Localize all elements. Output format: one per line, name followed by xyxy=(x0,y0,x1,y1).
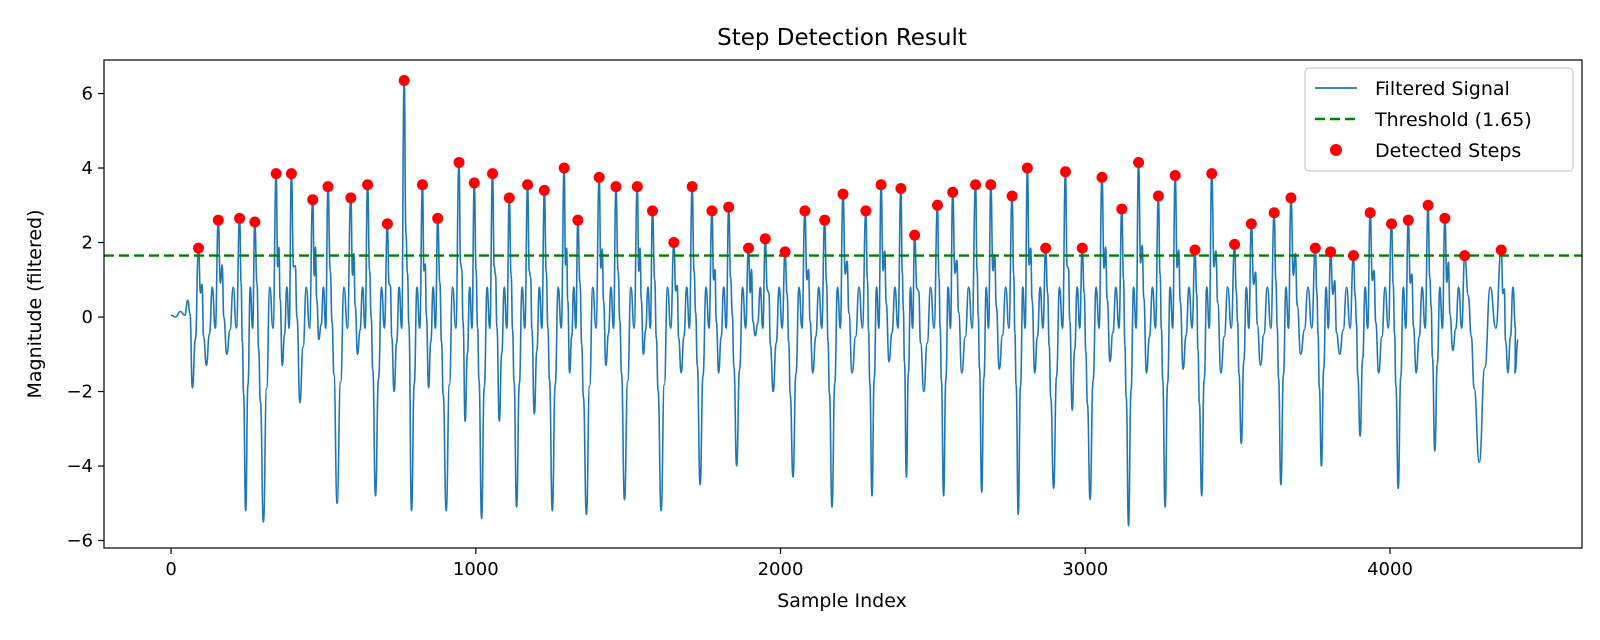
detected-step-point xyxy=(875,179,887,191)
detected-step-point xyxy=(1006,190,1018,202)
detected-step-point xyxy=(558,162,570,174)
detected-step-point xyxy=(759,233,771,245)
detected-step-point xyxy=(192,242,204,254)
detected-step-point xyxy=(212,214,224,226)
detected-step-point xyxy=(1245,218,1257,230)
x-tick-label: 3000 xyxy=(1062,559,1108,580)
detected-step-point xyxy=(1285,192,1297,204)
detected-step-point xyxy=(1116,203,1128,215)
detected-step-point xyxy=(631,181,643,193)
detected-step-point xyxy=(1206,168,1218,180)
detected-step-point xyxy=(1059,166,1071,178)
x-tick-label: 2000 xyxy=(758,559,804,580)
legend-threshold-label: Threshold (1.65) xyxy=(1374,109,1532,131)
detected-step-point xyxy=(432,212,444,224)
detected-step-point xyxy=(1364,207,1376,219)
detected-step-point xyxy=(779,246,791,258)
detected-step-point xyxy=(345,192,357,204)
legend: Filtered Signal Threshold (1.65) Detecte… xyxy=(1304,67,1574,172)
detected-step-point xyxy=(1152,190,1164,202)
detected-step-point xyxy=(249,216,261,228)
detected-step-point xyxy=(307,194,319,206)
detected-step-point xyxy=(1439,212,1451,224)
detected-step-point xyxy=(1347,250,1359,262)
detected-step-point xyxy=(416,179,428,191)
detected-step-point xyxy=(647,205,659,217)
detected-step-point xyxy=(723,201,735,213)
detected-step-point xyxy=(1386,218,1398,230)
detected-step-point xyxy=(860,205,872,217)
detected-step-point xyxy=(1422,199,1434,211)
y-tick-label: 0 xyxy=(82,307,93,328)
detected-step-point xyxy=(381,218,393,230)
detected-step-point xyxy=(1040,242,1052,254)
detected-step-point xyxy=(1402,214,1414,226)
filtered-signal-line xyxy=(170,79,1519,527)
detected-step-point xyxy=(234,212,246,224)
detected-step-point xyxy=(743,242,755,254)
detected-step-point xyxy=(1021,162,1033,174)
legend-steps-label: Detected Steps xyxy=(1375,140,1521,162)
detected-step-point xyxy=(468,177,480,189)
y-tick-label: −2 xyxy=(66,382,93,403)
plot-frame xyxy=(103,59,1583,549)
x-tick-label: 1000 xyxy=(453,559,499,580)
x-axis: 0 1000 2000 3000 4000 xyxy=(165,548,1413,580)
detected-step-point xyxy=(322,181,334,193)
detected-step-point xyxy=(686,181,698,193)
detected-step-point xyxy=(947,186,959,198)
detected-step-point xyxy=(1325,246,1337,258)
legend-signal-label: Filtered Signal xyxy=(1375,78,1510,100)
x-tick-label: 0 xyxy=(165,559,176,580)
x-tick-label: 4000 xyxy=(1367,559,1413,580)
detected-step-point xyxy=(593,171,605,183)
detected-step-point xyxy=(1096,171,1108,183)
detected-step-point xyxy=(1169,169,1181,181)
detected-step-point xyxy=(487,168,499,180)
detected-step-point xyxy=(819,214,831,226)
detected-step-point xyxy=(1189,244,1201,256)
detected-step-point xyxy=(985,179,997,191)
y-tick-label: 2 xyxy=(82,233,93,254)
x-axis-label: Sample Index xyxy=(777,590,907,612)
detected-step-point xyxy=(1268,207,1280,219)
detected-step-point xyxy=(362,179,374,191)
detected-step-point xyxy=(706,205,718,217)
detected-step-point xyxy=(453,156,465,168)
detected-step-point xyxy=(538,184,550,196)
y-axis: −6 −4 −2 0 2 4 6 xyxy=(66,84,104,552)
detected-step-point xyxy=(909,229,921,241)
detected-steps-group xyxy=(192,74,1507,262)
y-tick-label: −4 xyxy=(66,456,93,477)
detected-step-point xyxy=(1076,242,1088,254)
detected-step-point xyxy=(1309,242,1321,254)
detected-step-point xyxy=(1495,244,1507,256)
y-tick-label: 4 xyxy=(82,158,93,179)
detected-step-point xyxy=(1133,156,1145,168)
detected-step-point xyxy=(668,237,680,249)
chart-title: Step Detection Result xyxy=(717,25,967,51)
detected-step-point xyxy=(503,192,515,204)
legend-box xyxy=(1304,67,1574,172)
detected-step-point xyxy=(895,183,907,195)
y-tick-label: −6 xyxy=(66,531,93,552)
plot-area xyxy=(104,74,1582,527)
detected-step-point xyxy=(522,179,534,191)
detected-step-point xyxy=(270,168,282,180)
detected-step-point xyxy=(837,188,849,200)
detected-step-point xyxy=(1229,238,1241,250)
y-axis-label: Magnitude (filtered) xyxy=(24,209,46,398)
detected-step-point xyxy=(1459,250,1471,262)
detected-step-point xyxy=(398,74,410,86)
detected-step-point xyxy=(610,181,622,193)
detected-step-point xyxy=(970,179,982,191)
y-tick-label: 6 xyxy=(82,84,93,105)
detected-step-point xyxy=(799,205,811,217)
detected-step-point xyxy=(285,168,297,180)
detected-step-point xyxy=(572,214,584,226)
legend-steps-swatch xyxy=(1330,144,1342,156)
detected-step-point xyxy=(931,199,943,211)
